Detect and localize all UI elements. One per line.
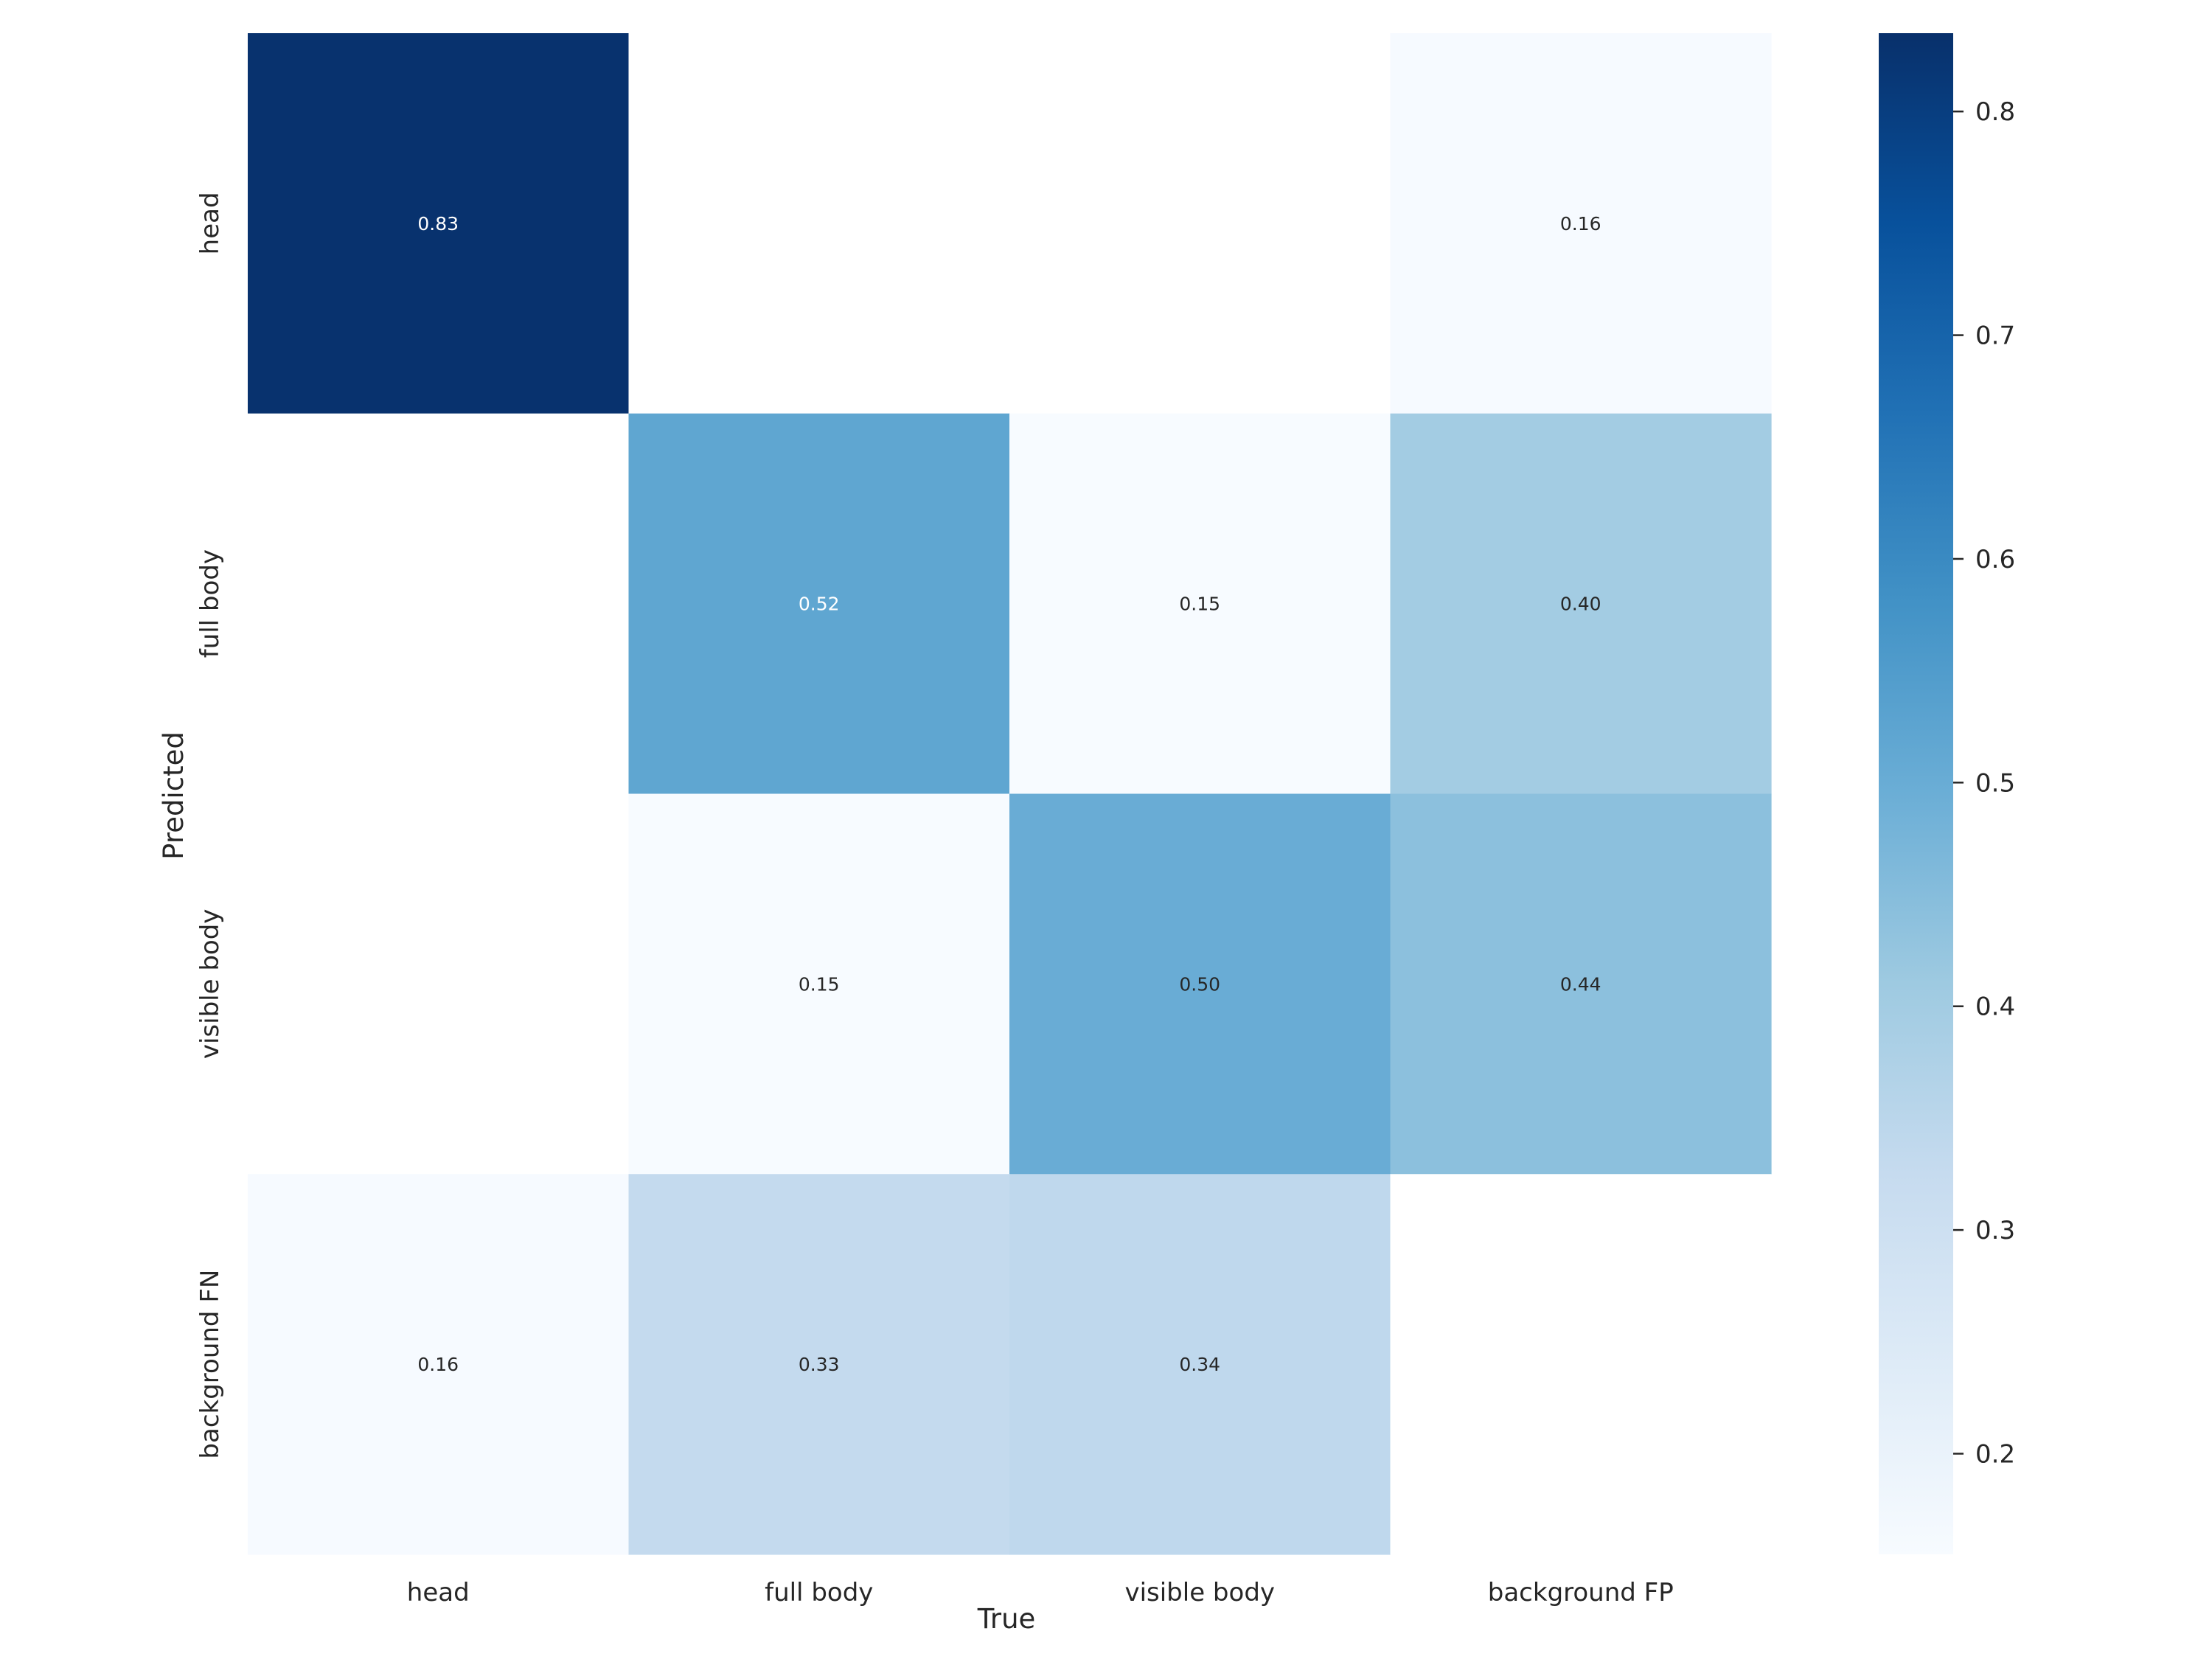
cell-value-label: 0.15 xyxy=(1179,594,1220,615)
heatmap-cell xyxy=(628,33,1010,414)
y-tick-labels: head full body visible body background FN xyxy=(195,192,225,1458)
colorbar-tick-label: 0.5 xyxy=(1975,768,2015,798)
heatmap-cells xyxy=(248,33,1772,1555)
heatmap-cell xyxy=(1009,413,1391,795)
x-tick-label: visible body xyxy=(1124,1578,1275,1607)
heatmap-cell xyxy=(1390,33,1772,414)
cell-value-label: 0.83 xyxy=(417,213,459,234)
x-tick-label: background FP xyxy=(1488,1578,1674,1607)
x-tick-label: head xyxy=(407,1578,470,1607)
cell-value-label: 0.16 xyxy=(417,1354,459,1375)
cell-value-label: 0.34 xyxy=(1179,1354,1220,1375)
cell-value-label: 0.52 xyxy=(799,594,840,615)
heatmap-cell xyxy=(628,1174,1010,1555)
colorbar-tick-label: 0.4 xyxy=(1975,992,2015,1022)
heatmap-cell xyxy=(248,793,630,1175)
heatmap-cell xyxy=(248,1174,630,1555)
heatmap-cell xyxy=(628,413,1010,795)
heatmap-cell xyxy=(628,793,1010,1175)
cell-value-label: 0.33 xyxy=(799,1354,840,1375)
heatmap-cell xyxy=(1390,413,1772,795)
heatmap-cell xyxy=(1390,793,1772,1175)
cell-value-label: 0.50 xyxy=(1179,973,1220,995)
cell-value-label: 0.15 xyxy=(799,973,840,995)
heatmap-cell xyxy=(1390,1174,1772,1555)
x-tick-label: full body xyxy=(765,1578,873,1607)
x-axis-label: True xyxy=(977,1603,1036,1635)
cell-value-label: 0.40 xyxy=(1560,594,1601,615)
y-tick-label: full body xyxy=(195,549,225,658)
heatmap-cell xyxy=(248,413,630,795)
colorbar-tick-label: 0.3 xyxy=(1975,1216,2015,1245)
x-tick-labels: head full body visible body background FP xyxy=(407,1578,1674,1607)
heatmap-cell xyxy=(1009,33,1391,414)
heatmap-cell xyxy=(248,33,630,414)
colorbar-tick-label: 0.7 xyxy=(1975,321,2015,351)
heatmap-cell-labels: 0.83 0.16 0.52 0.15 0.40 0.15 0.50 0.44 0.16 0.33… xyxy=(417,213,1601,1375)
colorbar-tick-label: 0.8 xyxy=(1975,97,2015,127)
colorbar-tick-label: 0.2 xyxy=(1975,1439,2015,1469)
y-tick-label: head xyxy=(195,192,225,254)
heatmap-cell xyxy=(1009,1174,1391,1555)
cell-value-label: 0.44 xyxy=(1560,973,1601,995)
colorbar-ticks: 0.2 0.3 0.4 0.5 0.6 0.7 0.8 xyxy=(1953,97,2015,1469)
y-axis-label: Predicted xyxy=(158,731,189,860)
y-tick-label: visible body xyxy=(195,909,225,1060)
cell-value-label: 0.16 xyxy=(1560,213,1601,234)
heatmap-cell xyxy=(1009,793,1391,1175)
colorbar-tick-label: 0.6 xyxy=(1975,545,2015,574)
colorbar xyxy=(1879,33,1953,1554)
y-tick-label: background FN xyxy=(195,1270,225,1459)
